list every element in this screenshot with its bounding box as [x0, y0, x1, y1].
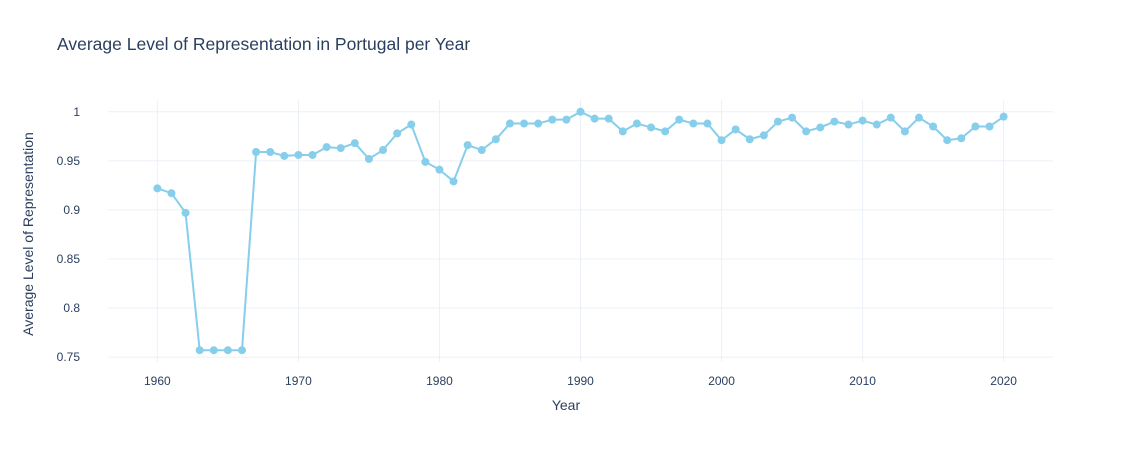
- data-point[interactable]: [717, 136, 726, 145]
- data-point[interactable]: [872, 120, 881, 129]
- data-point[interactable]: [237, 346, 246, 355]
- data-point[interactable]: [745, 135, 754, 144]
- data-point[interactable]: [844, 120, 853, 129]
- data-point[interactable]: [181, 208, 190, 217]
- data-point[interactable]: [886, 113, 895, 122]
- data-point[interactable]: [929, 122, 938, 131]
- data-point[interactable]: [449, 177, 458, 186]
- data-point[interactable]: [548, 115, 557, 124]
- chart-title: Average Level of Representation in Portu…: [57, 34, 470, 54]
- data-point[interactable]: [435, 165, 444, 174]
- data-point[interactable]: [604, 114, 613, 123]
- data-point[interactable]: [590, 114, 599, 123]
- data-point[interactable]: [661, 127, 670, 136]
- data-point[interactable]: [223, 346, 232, 355]
- data-point[interactable]: [731, 125, 740, 134]
- data-point[interactable]: [957, 134, 966, 143]
- data-points-layer: [153, 107, 1008, 355]
- data-point[interactable]: [463, 141, 472, 150]
- y-tick-label: 0.8: [63, 301, 80, 315]
- data-point[interactable]: [773, 117, 782, 126]
- x-tick-label: 2010: [849, 374, 876, 388]
- data-point[interactable]: [900, 127, 909, 136]
- data-point[interactable]: [618, 127, 627, 136]
- data-point[interactable]: [759, 131, 768, 140]
- data-point[interactable]: [153, 184, 162, 193]
- data-point[interactable]: [209, 346, 218, 355]
- x-axis-title: Year: [552, 397, 581, 413]
- y-axis-title: Average Level of Representation: [20, 132, 36, 336]
- data-point[interactable]: [632, 119, 641, 128]
- data-point[interactable]: [858, 116, 867, 125]
- data-point[interactable]: [647, 123, 656, 132]
- x-tick-label: 1980: [426, 374, 453, 388]
- data-point[interactable]: [816, 123, 825, 132]
- x-tick-label: 2020: [990, 374, 1017, 388]
- y-tick-label: 0.85: [57, 252, 81, 266]
- data-point[interactable]: [491, 135, 500, 144]
- data-point[interactable]: [167, 189, 176, 198]
- x-tick-label: 1960: [144, 374, 171, 388]
- data-point[interactable]: [505, 119, 514, 128]
- data-point[interactable]: [336, 144, 345, 153]
- x-tick-label: 1990: [567, 374, 594, 388]
- data-point[interactable]: [703, 119, 712, 128]
- data-point[interactable]: [195, 346, 204, 355]
- data-point[interactable]: [675, 115, 684, 124]
- data-point[interactable]: [280, 151, 289, 160]
- x-tick-label: 2000: [708, 374, 735, 388]
- data-point[interactable]: [364, 154, 373, 163]
- data-point[interactable]: [520, 119, 529, 128]
- data-point[interactable]: [915, 113, 924, 122]
- data-point[interactable]: [830, 117, 839, 126]
- data-point[interactable]: [322, 143, 331, 152]
- y-tick-label: 0.9: [63, 203, 80, 217]
- data-point[interactable]: [379, 146, 388, 155]
- data-point[interactable]: [407, 120, 416, 129]
- data-point[interactable]: [421, 157, 430, 166]
- data-point[interactable]: [802, 127, 811, 136]
- data-point[interactable]: [477, 146, 486, 155]
- data-point[interactable]: [562, 115, 571, 124]
- data-point[interactable]: [985, 122, 994, 131]
- x-tick-label: 1970: [285, 374, 312, 388]
- data-point[interactable]: [971, 122, 980, 131]
- data-point[interactable]: [308, 150, 317, 159]
- data-point[interactable]: [534, 119, 543, 128]
- data-point[interactable]: [788, 113, 797, 122]
- data-point[interactable]: [576, 107, 585, 116]
- data-point[interactable]: [943, 136, 952, 145]
- data-point[interactable]: [252, 148, 261, 157]
- data-point[interactable]: [294, 150, 303, 159]
- y-tick-label: 0.95: [57, 154, 81, 168]
- data-point[interactable]: [999, 112, 1008, 121]
- y-tick-label: 1: [73, 105, 80, 119]
- y-tick-label: 0.75: [57, 350, 81, 364]
- data-point[interactable]: [266, 148, 275, 157]
- data-point[interactable]: [393, 129, 402, 138]
- data-point[interactable]: [350, 139, 359, 148]
- data-point[interactable]: [689, 119, 698, 128]
- tick-labels-layer: 1960 1970 1980 1990 2000 2010 2020 0.75 0.8 0.85 0…: [57, 105, 1018, 388]
- grid-layer: [108, 100, 1053, 362]
